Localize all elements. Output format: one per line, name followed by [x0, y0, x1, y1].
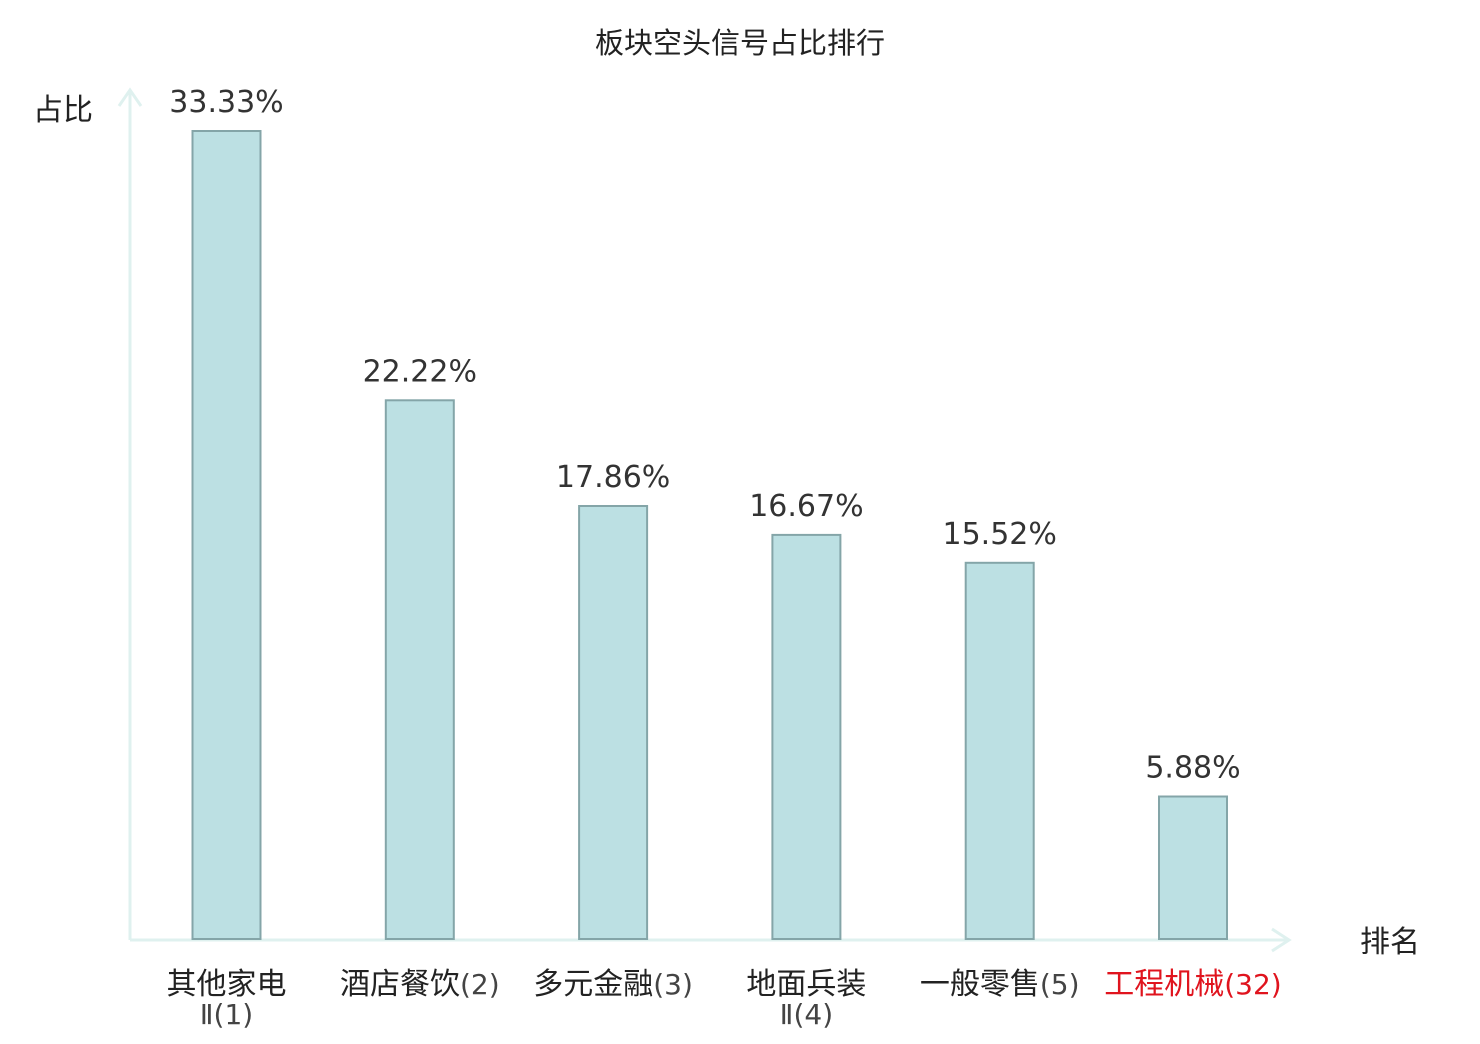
value-label-5: 15.52% [943, 517, 1057, 552]
category-label-4: 地面兵装 [746, 967, 866, 1002]
chart-title: 板块空头信号占比排行 [595, 26, 885, 60]
bar-2 [384, 399, 455, 940]
x-axis-arrow [1271, 927, 1292, 953]
category-name-5: 一般零售 [920, 967, 1040, 1002]
category-name-3: 多元金融 [533, 967, 653, 1002]
value-label-3: 17.86% [556, 460, 670, 495]
bar-6 [1158, 795, 1228, 940]
x-axis-label: 排名 [1360, 925, 1420, 960]
value-label-2: 22.22% [363, 354, 477, 389]
category-name-6: 工程机械 [1104, 967, 1224, 1002]
bar-4 [771, 533, 842, 941]
category-rank-4: (4) [793, 998, 833, 1031]
value-label-1: 33.33% [169, 85, 283, 120]
category-name-2: 酒店餐饮 [340, 967, 460, 1002]
category-label-6: 工程机械(32) [1104, 967, 1281, 1002]
category-rank-5: (5) [1040, 968, 1080, 1001]
category-label-1-line2: Ⅱ(1) [200, 998, 253, 1031]
bar-3 [578, 505, 649, 940]
y-axis-arrow [117, 87, 143, 107]
category-rank-2: (2) [460, 968, 500, 1001]
category-suffix-4: Ⅱ [780, 998, 794, 1031]
bar-5 [964, 561, 1035, 940]
category-label-4-line2: Ⅱ(4) [780, 998, 833, 1031]
value-label-4: 16.67% [749, 489, 863, 524]
category-rank-6: (32) [1224, 968, 1281, 1001]
value-label-6: 5.88% [1145, 751, 1240, 786]
category-label-1: 其他家电 [167, 967, 287, 1002]
category-label-5: 一般零售(5) [920, 967, 1080, 1002]
value-labels-layer: 33.33% 22.22% 17.86% 16.67% 15.52% 5.88% [169, 85, 1240, 786]
category-label-2: 酒店餐饮(2) [340, 967, 500, 1002]
y-axis-label: 占比 [33, 93, 93, 128]
category-label-3: 多元金融(3) [533, 967, 693, 1002]
category-suffix-1: Ⅱ [200, 998, 214, 1031]
bars-layer [191, 130, 1228, 941]
category-rank-1: (1) [214, 998, 254, 1031]
bar-1 [191, 130, 262, 940]
category-rank-3: (3) [653, 968, 693, 1001]
